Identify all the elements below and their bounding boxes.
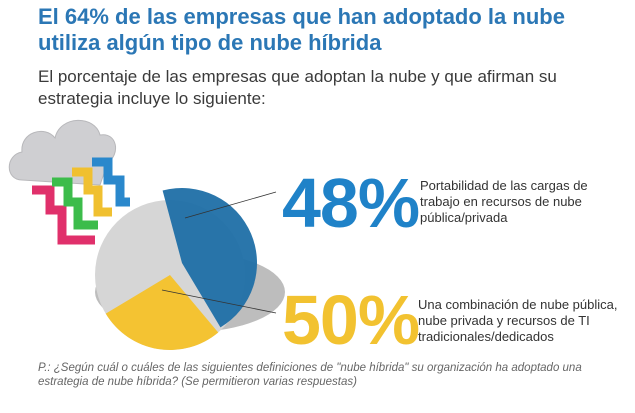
stair-arrows-icon [32,157,130,245]
stat-label-50: Una combinación de nube pública, nube pr… [418,297,618,344]
stat-value-48: 48% [282,164,420,242]
pie-illustration [8,119,285,350]
leader-line-50 [161,289,277,314]
stat-value-50: 50% [282,281,420,359]
page-title: El 64% de las empresas que han adoptado … [38,4,565,55]
leader-line-48 [184,191,277,219]
page-subtitle: El porcentaje de las empresas que adopta… [38,67,557,108]
cloud-icon [8,119,116,186]
pie-chart [95,188,258,350]
stat-label-48: Portabilidad de las cargas de trabajo en… [420,178,588,225]
pie-slice-48 [162,188,258,328]
pie-slice-50 [105,275,219,350]
footnote: P.: ¿Según cuál o cuáles de las siguient… [38,362,582,388]
